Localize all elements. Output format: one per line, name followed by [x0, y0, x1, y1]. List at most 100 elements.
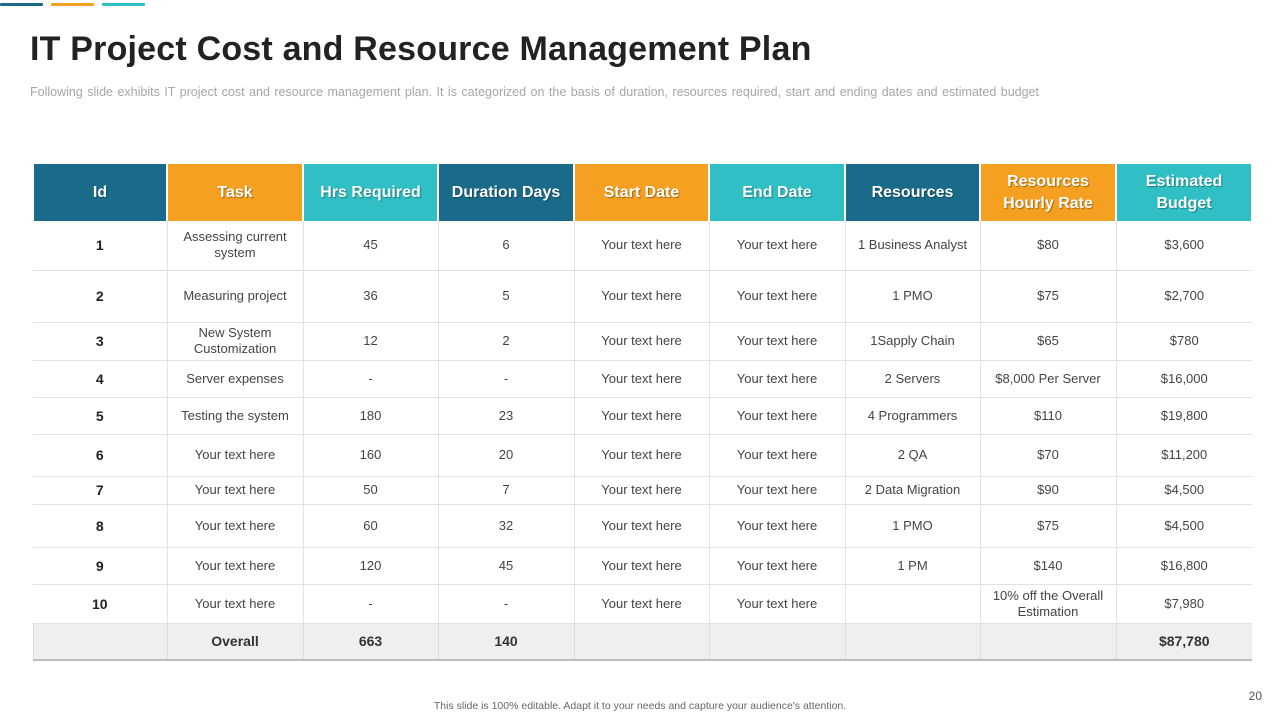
cell-estimated-budget: $4,500: [1115, 504, 1252, 548]
cell-hrs-required: 60: [302, 504, 438, 548]
cell-id: 2: [33, 270, 167, 323]
overall-cell-resources: [844, 623, 980, 661]
cell-estimated-budget: $3,600: [1115, 221, 1252, 271]
accent-bar-2: [51, 3, 94, 6]
cell-hrs-required: 45: [302, 221, 438, 271]
cell-hourly-rate: 10% off the Overall Estimation: [979, 584, 1116, 624]
cell-duration-days: -: [437, 360, 574, 398]
cell-resources: 1 PMO: [844, 270, 980, 323]
cell-task: Your text here: [166, 584, 303, 624]
overall-row: Overall 663 140 $87,780: [32, 623, 1252, 661]
cell-task: Assessing current system: [166, 221, 303, 271]
overall-cell-start-date: [573, 623, 709, 661]
cost-resource-table: Id Task Hrs Required Duration Days Start…: [32, 164, 1253, 661]
table-row: 10 Your text here - - Your text here Your tex…: [33, 584, 1252, 624]
cell-hrs-required: 50: [302, 476, 438, 505]
cell-end-date: Your text here: [708, 270, 845, 323]
cell-start-date: Your text here: [573, 434, 709, 477]
table-row: 1 Assessing current system 45 6 Your text he…: [33, 221, 1252, 271]
cell-duration-days: 6: [437, 221, 574, 271]
cell-task: Your text here: [166, 434, 303, 477]
cell-id: 8: [33, 504, 167, 548]
cell-start-date: Your text here: [573, 476, 709, 505]
cell-hourly-rate: $80: [979, 221, 1116, 271]
cell-hourly-rate: $140: [979, 547, 1116, 585]
table-row: 8 Your text here 60 32 Your text here Your te…: [33, 504, 1252, 548]
cell-start-date: Your text here: [573, 360, 709, 398]
cell-task: New System Customization: [166, 322, 303, 361]
table-row: 7 Your text here 50 7 Your text here Your tex…: [33, 476, 1252, 505]
table-row: 4 Server expenses - - Your text here Your tex…: [33, 360, 1252, 398]
cell-hourly-rate: $90: [979, 476, 1116, 505]
cell-resources: 1 PM: [844, 547, 980, 585]
cell-hrs-required: 180: [302, 397, 438, 435]
cell-resources: 4 Programmers: [844, 397, 980, 435]
cell-start-date: Your text here: [573, 504, 709, 548]
cell-estimated-budget: $7,980: [1115, 584, 1252, 624]
cell-duration-days: 32: [437, 504, 574, 548]
column-header-start-date: Start Date: [573, 164, 710, 221]
cell-estimated-budget: $2,700: [1115, 270, 1252, 323]
cell-estimated-budget: $780: [1115, 322, 1252, 361]
cell-end-date: Your text here: [708, 476, 845, 505]
cell-hrs-required: 36: [302, 270, 438, 323]
cell-task: Testing the system: [166, 397, 303, 435]
overall-cell-task: Overall: [166, 623, 303, 661]
column-header-end-date: End Date: [708, 164, 846, 221]
cell-duration-days: -: [437, 584, 574, 624]
cell-duration-days: 23: [437, 397, 574, 435]
column-header-id: Id: [32, 164, 168, 221]
cell-resources: 2 Data Migration: [844, 476, 980, 505]
cell-resources: [844, 584, 980, 624]
cell-duration-days: 20: [437, 434, 574, 477]
cell-task: Server expenses: [166, 360, 303, 398]
column-header-task: Task: [166, 164, 304, 221]
cell-resources: 2 Servers: [844, 360, 980, 398]
column-header-hrs-required: Hrs Required: [302, 164, 439, 221]
cell-resources: 2 QA: [844, 434, 980, 477]
overall-cell-estimated-budget: $87,780: [1115, 623, 1252, 661]
column-header-hourly-rate: Resources Hourly Rate: [979, 164, 1117, 221]
accent-bar-1: [0, 3, 43, 6]
cell-duration-days: 7: [437, 476, 574, 505]
cell-estimated-budget: $4,500: [1115, 476, 1252, 505]
cell-start-date: Your text here: [573, 221, 709, 271]
overall-cell-end-date: [708, 623, 845, 661]
table-row: 6 Your text here 160 20 Your text here Your t…: [33, 434, 1252, 477]
cell-start-date: Your text here: [573, 270, 709, 323]
cell-hourly-rate: $75: [979, 504, 1116, 548]
cell-task: Your text here: [166, 547, 303, 585]
cell-id: 5: [33, 397, 167, 435]
cell-task: Your text here: [166, 504, 303, 548]
cell-estimated-budget: $19,800: [1115, 397, 1252, 435]
cell-start-date: Your text here: [573, 547, 709, 585]
table-row: 2 Measuring project 36 5 Your text here Your …: [33, 270, 1252, 323]
cell-end-date: Your text here: [708, 322, 845, 361]
cell-hrs-required: 12: [302, 322, 438, 361]
overall-cell-duration-days: 140: [437, 623, 574, 661]
cell-end-date: Your text here: [708, 504, 845, 548]
cell-end-date: Your text here: [708, 221, 845, 271]
cell-task: Your text here: [166, 476, 303, 505]
column-header-duration-days: Duration Days: [437, 164, 575, 221]
cell-resources: 1Sapply Chain: [844, 322, 980, 361]
cell-hourly-rate: $75: [979, 270, 1116, 323]
table-row: 5 Testing the system 180 23 Your text here Yo…: [33, 397, 1252, 435]
cell-resources: 1 Business Analyst: [844, 221, 980, 271]
overall-cell-hrs-required: 663: [302, 623, 438, 661]
cell-id: 7: [33, 476, 167, 505]
column-header-estimated-budget: Estimated Budget: [1115, 164, 1253, 221]
cell-start-date: Your text here: [573, 584, 709, 624]
cell-id: 4: [33, 360, 167, 398]
cell-id: 3: [33, 322, 167, 361]
cell-id: 1: [33, 221, 167, 271]
cell-end-date: Your text here: [708, 397, 845, 435]
cell-hrs-required: -: [302, 360, 438, 398]
cell-end-date: Your text here: [708, 547, 845, 585]
cell-hourly-rate: $8,000 Per Server: [979, 360, 1116, 398]
column-header-resources: Resources: [844, 164, 981, 221]
page-number: 20: [1248, 689, 1262, 703]
cell-hrs-required: 120: [302, 547, 438, 585]
cell-estimated-budget: $16,000: [1115, 360, 1252, 398]
accent-bar-3: [102, 3, 145, 6]
